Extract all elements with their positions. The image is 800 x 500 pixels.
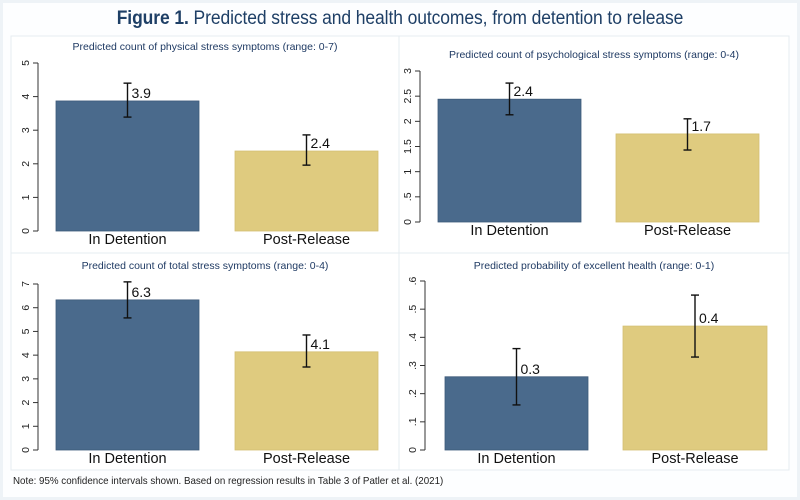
chart-panel-1: Predicted count of physical stress sympt… [10,35,400,254]
value-label: 6.3 [132,284,152,300]
figure-title: Figure 1. Predicted stress and health ou… [32,8,768,30]
panel-title: Predicted count of psychological stress … [449,49,739,61]
y-tick-label: 2 [20,161,32,167]
figure-title-text: Predicted stress and health outcomes, fr… [188,8,684,29]
y-tick-label: .2 [407,389,419,398]
category-label: In Detention [477,451,555,467]
y-tick-label: 3 [20,376,32,382]
panel-title: Predicted count of physical stress sympt… [73,41,338,53]
y-tick-label: 7 [20,281,32,287]
y-tick-label: 3 [20,127,32,133]
category-label: In Detention [88,451,166,467]
value-label: 0.3 [521,361,541,377]
bar-post-release [234,351,379,451]
category-label: In Detention [88,232,166,248]
y-tick-label: 3 [402,68,414,74]
value-label: 4.1 [311,336,331,352]
chart-panel-4: Predicted probability of excellent healt… [398,252,790,471]
value-label: 2.4 [514,83,534,99]
y-tick-label: 1 [402,169,414,175]
y-tick-label: .4 [407,333,419,342]
y-tick-label: 4 [20,94,32,100]
y-tick-label: 0 [20,228,32,234]
chart-panel-2: Predicted count of psychological stress … [398,35,790,254]
value-label: 1.7 [692,118,712,134]
y-tick-label: 2 [402,118,414,124]
bar-in-detention [437,98,582,223]
chart-panel-3: Predicted count of total stress symptoms… [10,252,400,471]
category-label: Post-Release [263,451,350,467]
y-tick-label: 5 [20,60,32,66]
value-label: 3.9 [132,85,152,101]
category-label: Post-Release [651,451,738,467]
y-tick-label: 1.5 [402,139,414,154]
y-tick-label: .6 [407,276,419,285]
panel-title: Predicted probability of excellent healt… [474,260,714,272]
y-tick-label: 1 [20,194,32,200]
category-label: Post-Release [644,223,731,239]
y-tick-label: 5 [20,328,32,334]
y-tick-label: 0 [402,219,414,225]
figure-note: Note: 95% confidence intervals shown. Ba… [13,475,444,487]
value-label: 2.4 [311,135,331,151]
value-label: 0.4 [699,310,719,326]
y-tick-label: 2 [20,399,32,405]
y-tick-label: .5 [407,305,419,314]
y-tick-label: .1 [407,417,419,426]
y-tick-label: 2.5 [402,89,414,104]
y-tick-label: .3 [407,361,419,370]
y-tick-label: 4 [20,352,32,358]
bar-in-detention [55,100,200,232]
y-tick-label: 0 [20,447,32,453]
y-tick-label: 6 [20,305,32,311]
y-tick-label: 0 [407,447,419,453]
y-tick-label: 1 [20,423,32,429]
panel-title: Predicted count of total stress symptoms… [82,260,329,272]
bar-in-detention [55,299,200,451]
category-label: Post-Release [263,232,350,248]
y-tick-label: .5 [402,192,414,201]
category-label: In Detention [470,223,548,239]
figure-title-bold: Figure 1. [116,8,189,29]
